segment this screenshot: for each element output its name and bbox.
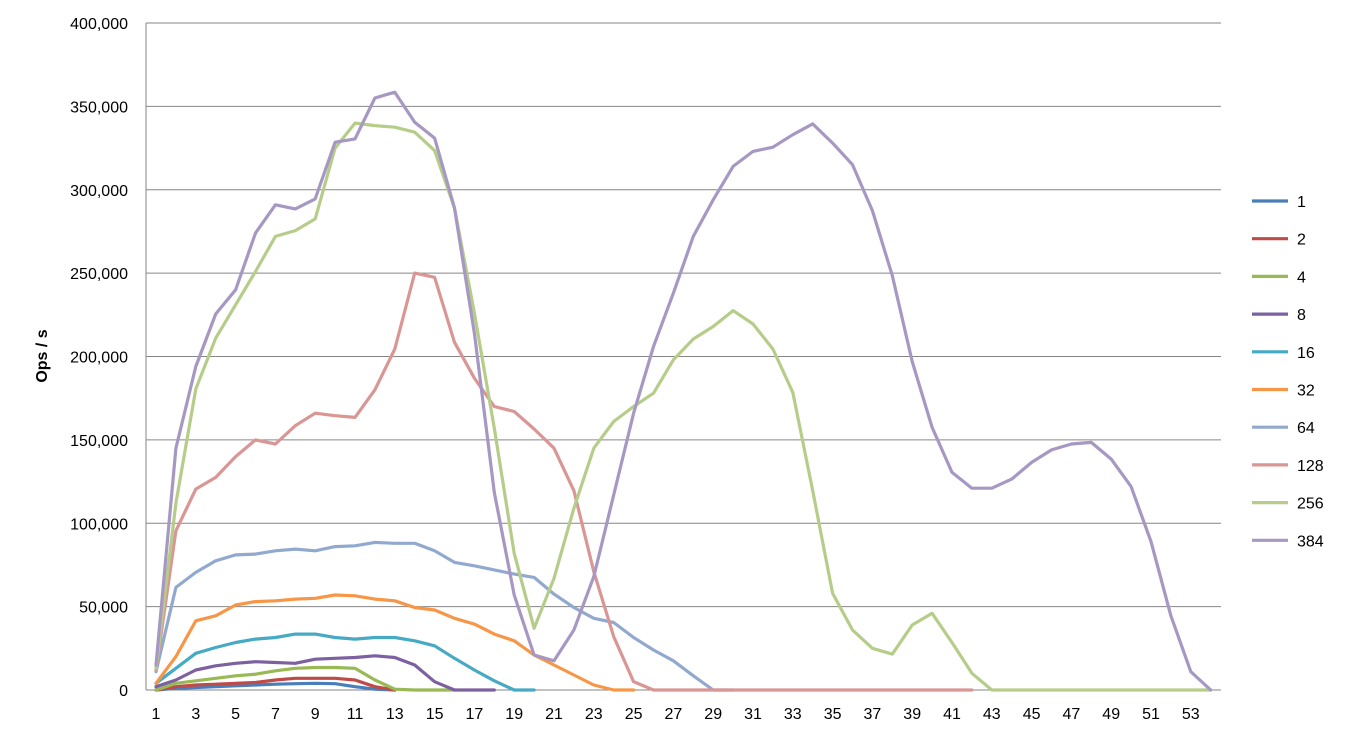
x-tick-label: 31 [744, 706, 762, 723]
series-line-1 [154, 681, 397, 692]
x-tick-label: 23 [585, 706, 603, 723]
series-line-32 [154, 593, 636, 692]
x-axis-tick-labels: 1 3 5 7 9 11 13 15 17 19 21 23 25 27 29 31 33 35 37 39 41 43 4… [152, 706, 1200, 723]
legend-label-16: 16 [1297, 345, 1315, 362]
x-tick-label: 9 [311, 706, 320, 723]
y-tick-label: 350,000 [70, 99, 128, 116]
series-line-64 [154, 540, 735, 692]
legend-label-4: 4 [1297, 269, 1306, 286]
gridlines [146, 22, 1221, 608]
series-line-256 [154, 121, 1213, 692]
legend: 1 2 4 8 16 32 64 128 256 384 [1252, 194, 1324, 550]
series-line-4 [154, 665, 457, 692]
x-tick-label: 53 [1182, 706, 1200, 723]
y-tick-label: 200,000 [70, 350, 128, 367]
x-tick-label: 15 [426, 706, 444, 723]
series-line-16 [154, 632, 536, 692]
x-tick-label: 25 [625, 706, 643, 723]
legend-label-64: 64 [1297, 420, 1315, 437]
legend-label-256: 256 [1297, 496, 1324, 513]
x-tick-label: 7 [271, 706, 280, 723]
x-tick-label: 35 [824, 706, 842, 723]
x-tick-label: 51 [1142, 706, 1160, 723]
series-line-8 [154, 654, 496, 692]
series-lines [154, 90, 1213, 692]
legend-label-32: 32 [1297, 383, 1315, 400]
x-tick-label: 39 [903, 706, 921, 723]
x-tick-label: 3 [191, 706, 200, 723]
x-tick-label: 43 [983, 706, 1001, 723]
y-tick-label: 400,000 [70, 16, 128, 33]
x-tick-label: 13 [386, 706, 404, 723]
legend-label-128: 128 [1297, 458, 1324, 475]
series-line-384 [154, 90, 1213, 692]
x-tick-label: 29 [704, 706, 722, 723]
x-tick-label: 11 [347, 706, 364, 723]
y-tick-label: 50,000 [79, 600, 128, 617]
series-line-128 [154, 271, 974, 692]
y-axis-tick-labels: 0 50,000 100,000 150,000 200,000 250,000 300,0… [70, 16, 128, 700]
legend-label-384: 384 [1297, 533, 1324, 550]
legend-label-8: 8 [1297, 307, 1306, 324]
x-tick-label: 19 [505, 706, 523, 723]
x-tick-label: 41 [943, 706, 961, 723]
legend-label-1: 1 [1297, 194, 1306, 211]
y-tick-label: 250,000 [70, 266, 128, 283]
series-line-2 [154, 676, 397, 692]
legend-label-2: 2 [1297, 232, 1306, 249]
y-tick-label: 150,000 [70, 433, 128, 450]
y-tick-label: 300,000 [70, 183, 128, 200]
x-tick-label: 21 [545, 706, 563, 723]
x-tick-label: 27 [665, 706, 683, 723]
x-tick-label: 33 [784, 706, 802, 723]
x-tick-label: 5 [231, 706, 240, 723]
x-tick-label: 17 [466, 706, 484, 723]
y-tick-label: 100,000 [70, 516, 128, 533]
x-tick-label: 49 [1102, 706, 1120, 723]
x-tick-label: 47 [1063, 706, 1081, 723]
x-tick-label: 45 [1023, 706, 1041, 723]
y-axis-title: Ops / s [34, 329, 51, 382]
x-tick-label: 37 [864, 706, 882, 723]
x-tick-label: 1 [152, 706, 161, 723]
y-tick-label: 0 [119, 683, 128, 700]
